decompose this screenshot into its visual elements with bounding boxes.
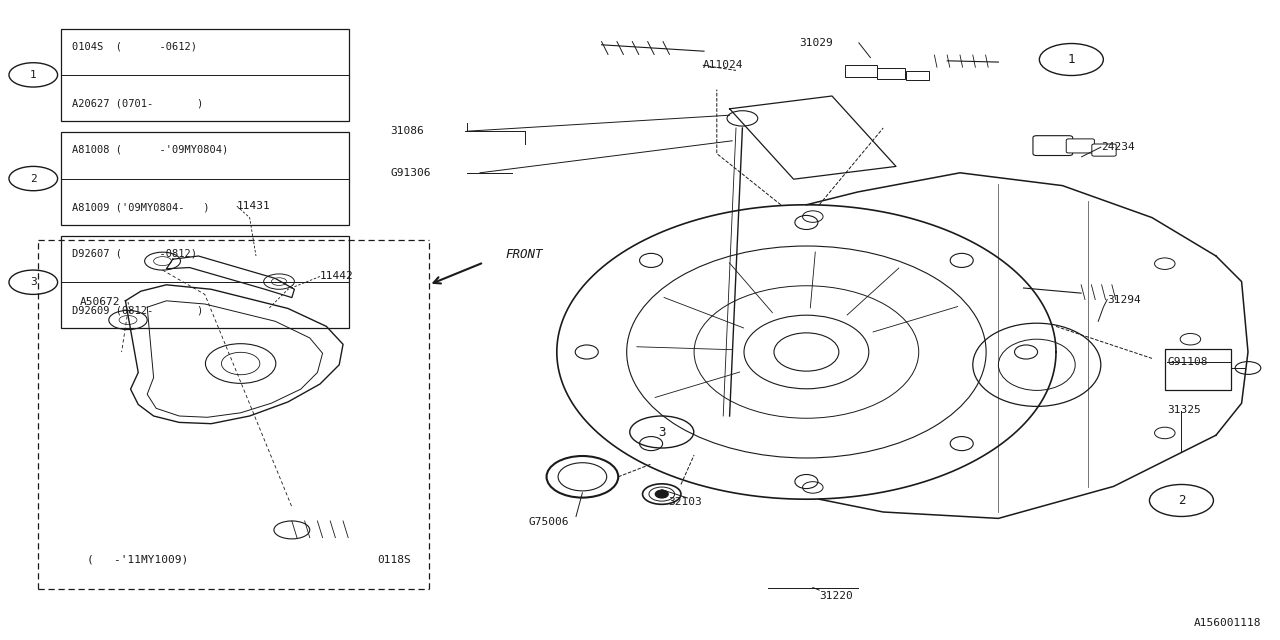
Text: A156001118: A156001118 [1193, 618, 1261, 628]
Bar [877, 68, 905, 79]
Bar [1165, 349, 1231, 390]
Text: G91306: G91306 [390, 168, 431, 178]
Text: A81008 (      -'09MY0804): A81008 ( -'09MY0804) [72, 145, 228, 155]
Text: 0118S: 0118S [378, 555, 411, 565]
Text: 31029: 31029 [799, 38, 832, 48]
Text: 1: 1 [1068, 53, 1075, 66]
Text: G75006: G75006 [529, 516, 570, 527]
Text: 24234: 24234 [1101, 142, 1134, 152]
Text: 3: 3 [29, 277, 37, 287]
Text: 31220: 31220 [819, 591, 852, 602]
Bar [61, 29, 349, 121]
Text: 31086: 31086 [390, 126, 424, 136]
Bar [906, 71, 929, 80]
Text: 2: 2 [1178, 494, 1185, 507]
Text: D92607 (      -0812): D92607 ( -0812) [72, 249, 197, 259]
Text: 3: 3 [658, 426, 666, 438]
Text: A11024: A11024 [703, 60, 744, 70]
Text: 31294: 31294 [1107, 294, 1140, 305]
Bar [845, 65, 877, 77]
FancyBboxPatch shape [1033, 136, 1073, 156]
Bar [61, 132, 349, 225]
FancyBboxPatch shape [1092, 144, 1116, 156]
Text: A50672: A50672 [79, 297, 120, 307]
Text: 31325: 31325 [1167, 404, 1201, 415]
Text: (   -'11MY1009): ( -'11MY1009) [87, 555, 188, 565]
Text: A20627 (0701-       ): A20627 (0701- ) [72, 99, 204, 108]
Text: 11431: 11431 [237, 201, 270, 211]
Text: G91108: G91108 [1167, 356, 1208, 367]
Text: 11442: 11442 [320, 271, 353, 282]
Text: 2: 2 [29, 173, 37, 184]
Bar [61, 236, 349, 328]
Text: A81009 ('09MY0804-   ): A81009 ('09MY0804- ) [72, 202, 209, 212]
Text: FRONT: FRONT [506, 248, 543, 261]
Ellipse shape [655, 490, 668, 498]
FancyBboxPatch shape [1066, 139, 1094, 153]
Text: 0104S  (      -0612): 0104S ( -0612) [72, 42, 197, 51]
Text: 1: 1 [29, 70, 37, 80]
Text: 32103: 32103 [668, 497, 701, 508]
Text: D92609 (0812-       ): D92609 (0812- ) [72, 306, 204, 316]
